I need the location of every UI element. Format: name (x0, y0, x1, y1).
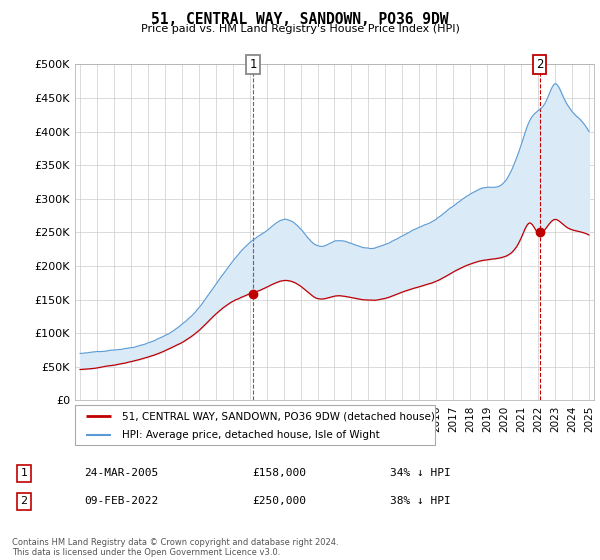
Text: 1: 1 (20, 468, 28, 478)
FancyBboxPatch shape (75, 405, 435, 445)
Text: Contains HM Land Registry data © Crown copyright and database right 2024.
This d: Contains HM Land Registry data © Crown c… (12, 538, 338, 557)
Text: 34% ↓ HPI: 34% ↓ HPI (390, 468, 451, 478)
Text: 2: 2 (536, 58, 544, 71)
Text: HPI: Average price, detached house, Isle of Wight: HPI: Average price, detached house, Isle… (122, 430, 380, 440)
Text: 24-MAR-2005: 24-MAR-2005 (84, 468, 158, 478)
Text: £158,000: £158,000 (252, 468, 306, 478)
Text: 2: 2 (20, 496, 28, 506)
Text: 38% ↓ HPI: 38% ↓ HPI (390, 496, 451, 506)
Text: 51, CENTRAL WAY, SANDOWN, PO36 9DW (detached house): 51, CENTRAL WAY, SANDOWN, PO36 9DW (deta… (122, 411, 434, 421)
Text: Price paid vs. HM Land Registry's House Price Index (HPI): Price paid vs. HM Land Registry's House … (140, 24, 460, 34)
Text: 51, CENTRAL WAY, SANDOWN, PO36 9DW: 51, CENTRAL WAY, SANDOWN, PO36 9DW (151, 12, 449, 27)
Text: 1: 1 (250, 58, 257, 71)
Text: 09-FEB-2022: 09-FEB-2022 (84, 496, 158, 506)
Text: £250,000: £250,000 (252, 496, 306, 506)
